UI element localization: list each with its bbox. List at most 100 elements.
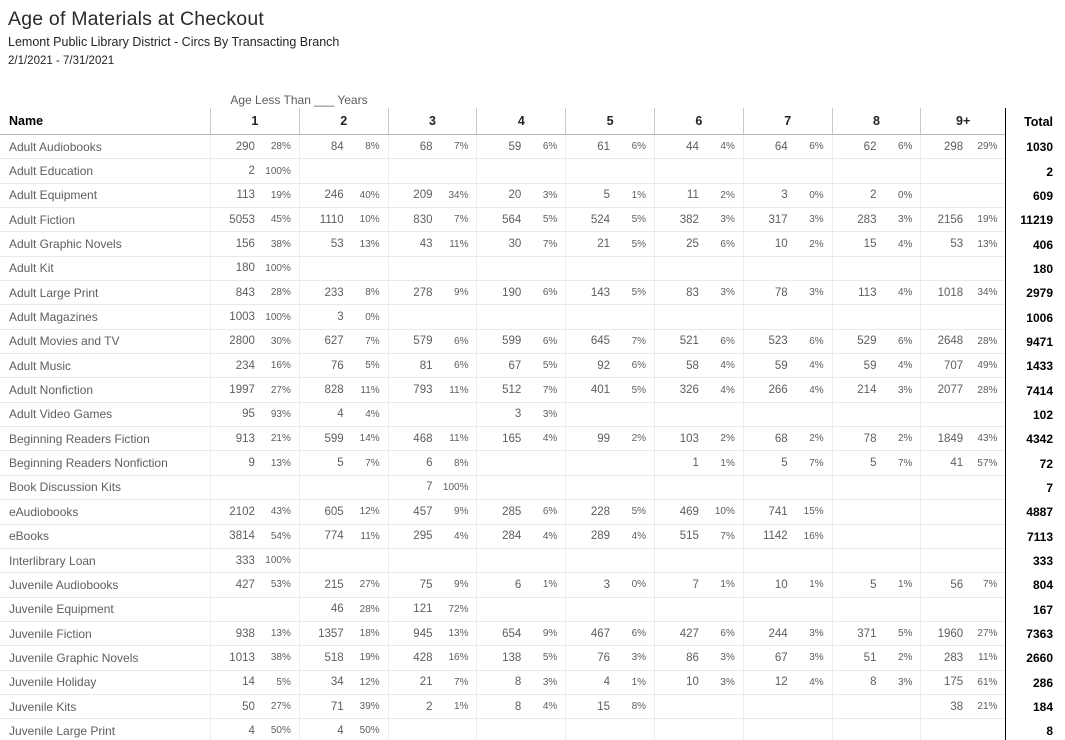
count-value: 76 bbox=[330, 359, 344, 372]
age-bucket-cell bbox=[476, 475, 566, 501]
count-value: 50 bbox=[242, 700, 255, 713]
count-value: 143 bbox=[590, 286, 611, 299]
percent-value: 5% bbox=[631, 214, 647, 226]
count-value: 56 bbox=[950, 578, 964, 591]
age-bucket-cell: 95 93% bbox=[210, 402, 299, 428]
percent-value: 7% bbox=[365, 457, 380, 469]
row-total: 9471 bbox=[1004, 329, 1065, 355]
age-bucket-cell: 67 5% bbox=[476, 354, 566, 379]
age-bucket-cell: 121 72% bbox=[387, 597, 477, 622]
count-value: 428 bbox=[413, 651, 433, 664]
percent-value: 0% bbox=[365, 311, 380, 323]
percent-value: 4% bbox=[898, 238, 913, 250]
age-bucket-cell: 333 100% bbox=[210, 548, 299, 574]
column-header-age-1: 1 bbox=[210, 108, 299, 135]
percent-value: 16% bbox=[270, 360, 291, 372]
age-bucket-cell: 78 2% bbox=[831, 427, 921, 452]
percent-value: 45% bbox=[270, 214, 291, 226]
table-row: Juvenile Kits 50 27% 71 39% 2 1% 8 4% 15 8% 38 21% 18… bbox=[0, 694, 1065, 720]
age-bucket-cell: 71 39% bbox=[298, 694, 388, 720]
age-bucket-cell bbox=[387, 305, 477, 330]
percent-value: 6% bbox=[631, 628, 647, 640]
count-value: 5 bbox=[337, 457, 344, 470]
age-bucket-cell: 793 11% bbox=[387, 378, 477, 403]
count-value: 46 bbox=[330, 603, 344, 616]
count-value: 11 bbox=[686, 189, 699, 202]
count-value: 2 bbox=[870, 189, 877, 202]
count-value: 4 bbox=[248, 724, 255, 737]
age-bucket-cell: 2102 43% bbox=[210, 500, 299, 525]
count-value: 3 bbox=[514, 408, 522, 421]
count-value: 95 bbox=[242, 408, 255, 421]
age-bucket-cell bbox=[476, 159, 566, 184]
count-value: 2800 bbox=[229, 335, 255, 348]
count-value: 3814 bbox=[229, 530, 255, 543]
percent-value: 0% bbox=[898, 189, 913, 201]
row-total: 184 bbox=[1004, 694, 1065, 720]
count-value: 67 bbox=[508, 359, 522, 372]
count-value: 938 bbox=[235, 627, 255, 640]
percent-value: 3% bbox=[542, 408, 558, 420]
age-bucket-cell bbox=[565, 402, 654, 428]
age-bucket-cell bbox=[920, 183, 1005, 209]
age-bucket-cell: 1997 27% bbox=[210, 378, 299, 403]
count-value: 401 bbox=[590, 384, 611, 397]
age-bucket-cell: 468 11% bbox=[387, 427, 477, 452]
percent-value: 4% bbox=[720, 141, 735, 153]
count-value: 2102 bbox=[229, 505, 255, 518]
table-row: Adult Education 2 100% 2 bbox=[0, 159, 1065, 184]
age-bucket-cell: 469 10% bbox=[653, 500, 743, 525]
count-value: 75 bbox=[419, 578, 433, 591]
age-bucket-cell bbox=[565, 719, 654, 740]
count-value: 228 bbox=[590, 505, 611, 518]
count-value: 371 bbox=[857, 627, 877, 640]
age-bucket-cell: 3 3% bbox=[476, 402, 566, 428]
percent-value: 0% bbox=[631, 579, 647, 591]
percent-value: 50% bbox=[270, 725, 291, 737]
row-total: 4887 bbox=[1004, 500, 1065, 525]
age-bucket-cell: 50 27% bbox=[210, 694, 299, 720]
count-value: 38 bbox=[950, 700, 964, 713]
age-bucket-cell bbox=[831, 402, 921, 428]
count-value: 333 bbox=[235, 554, 255, 567]
count-value: 233 bbox=[324, 286, 344, 299]
percent-value: 13% bbox=[359, 238, 380, 250]
percent-value: 2% bbox=[898, 652, 913, 664]
age-bucket-cell: 21 7% bbox=[387, 670, 477, 695]
count-value: 2156 bbox=[937, 213, 964, 226]
percent-value: 14% bbox=[359, 433, 380, 445]
count-value: 51 bbox=[863, 651, 877, 664]
age-bucket-cell: 564 5% bbox=[476, 208, 566, 233]
percent-value: 6% bbox=[542, 287, 558, 299]
age-bucket-cell: 627 7% bbox=[298, 329, 388, 355]
age-bucket-cell: 512 7% bbox=[476, 378, 566, 403]
count-value: 10 bbox=[774, 578, 788, 591]
percent-value: 7% bbox=[982, 579, 998, 591]
age-bucket-cell: 81 6% bbox=[387, 354, 477, 379]
percent-value: 5% bbox=[542, 360, 558, 372]
count-value: 5 bbox=[870, 578, 877, 591]
count-value: 382 bbox=[679, 213, 699, 226]
count-value: 58 bbox=[686, 359, 699, 372]
row-name: Juvenile Audiobooks bbox=[0, 573, 210, 598]
age-bucket-cell bbox=[476, 305, 566, 330]
percent-value: 3% bbox=[720, 214, 735, 226]
age-bucket-cell bbox=[831, 597, 921, 622]
count-value: 3 bbox=[603, 578, 611, 591]
count-value: 830 bbox=[413, 213, 433, 226]
percent-value: 11% bbox=[449, 238, 469, 250]
count-value: 7 bbox=[692, 578, 699, 591]
age-bucket-cell bbox=[653, 719, 743, 740]
percent-value: 4% bbox=[809, 384, 824, 396]
percent-value: 27% bbox=[270, 701, 291, 713]
age-bucket-cell: 5 1% bbox=[565, 183, 654, 209]
percent-value: 8% bbox=[365, 141, 380, 153]
percent-value: 54% bbox=[270, 530, 291, 542]
percent-value: 27% bbox=[359, 579, 380, 591]
table-row: Adult Music 234 16% 76 5% 81 6% 67 5% 92 6% 58 4% 59 4… bbox=[0, 354, 1065, 379]
count-value: 103 bbox=[679, 432, 699, 445]
table-row: Adult Nonfiction 1997 27% 828 11% 793 11% 512 7%… bbox=[0, 378, 1065, 403]
age-bucket-cell: 12 4% bbox=[742, 670, 832, 695]
percent-value: 0% bbox=[809, 189, 824, 201]
table-row: eBooks 3814 54% 774 11% 295 4% 284 4% 289 4% 515 7% 1… bbox=[0, 524, 1065, 549]
